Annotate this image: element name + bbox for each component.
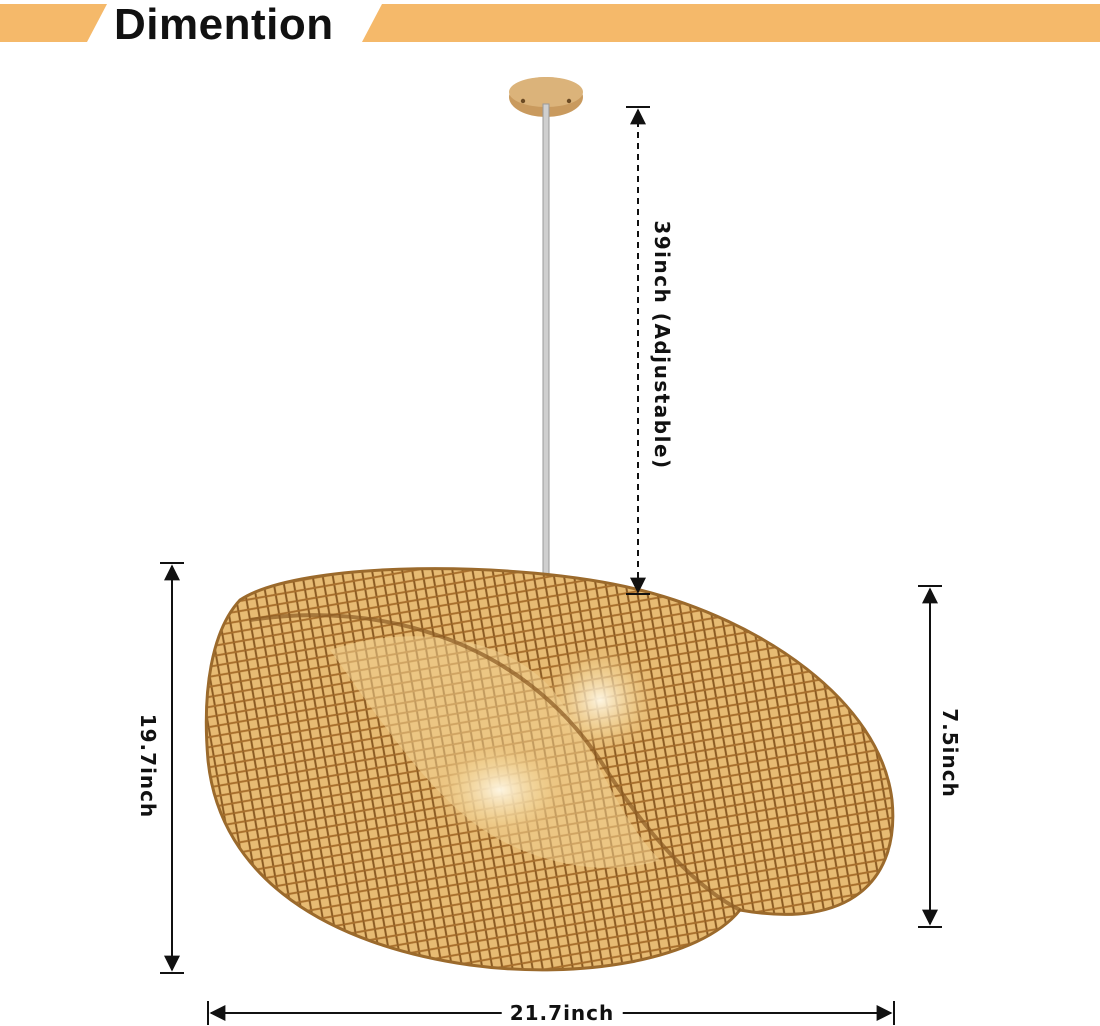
width-label: 21.7inch — [501, 1001, 623, 1025]
suspension-rod — [542, 103, 550, 581]
header-banner — [0, 4, 1100, 42]
banner-right-strip — [362, 4, 1100, 42]
page-title: Dimention — [114, 0, 334, 49]
bamboo-pendant-lamp-icon — [204, 567, 895, 972]
banner-left-strip — [0, 4, 107, 42]
wooden-ceiling-canopy-icon — [509, 77, 583, 117]
height-label: 19.7inch — [136, 713, 160, 819]
depth-label: 7.5inch — [938, 708, 962, 798]
drop-length-label: 39inch (Adjustable) — [650, 220, 674, 470]
